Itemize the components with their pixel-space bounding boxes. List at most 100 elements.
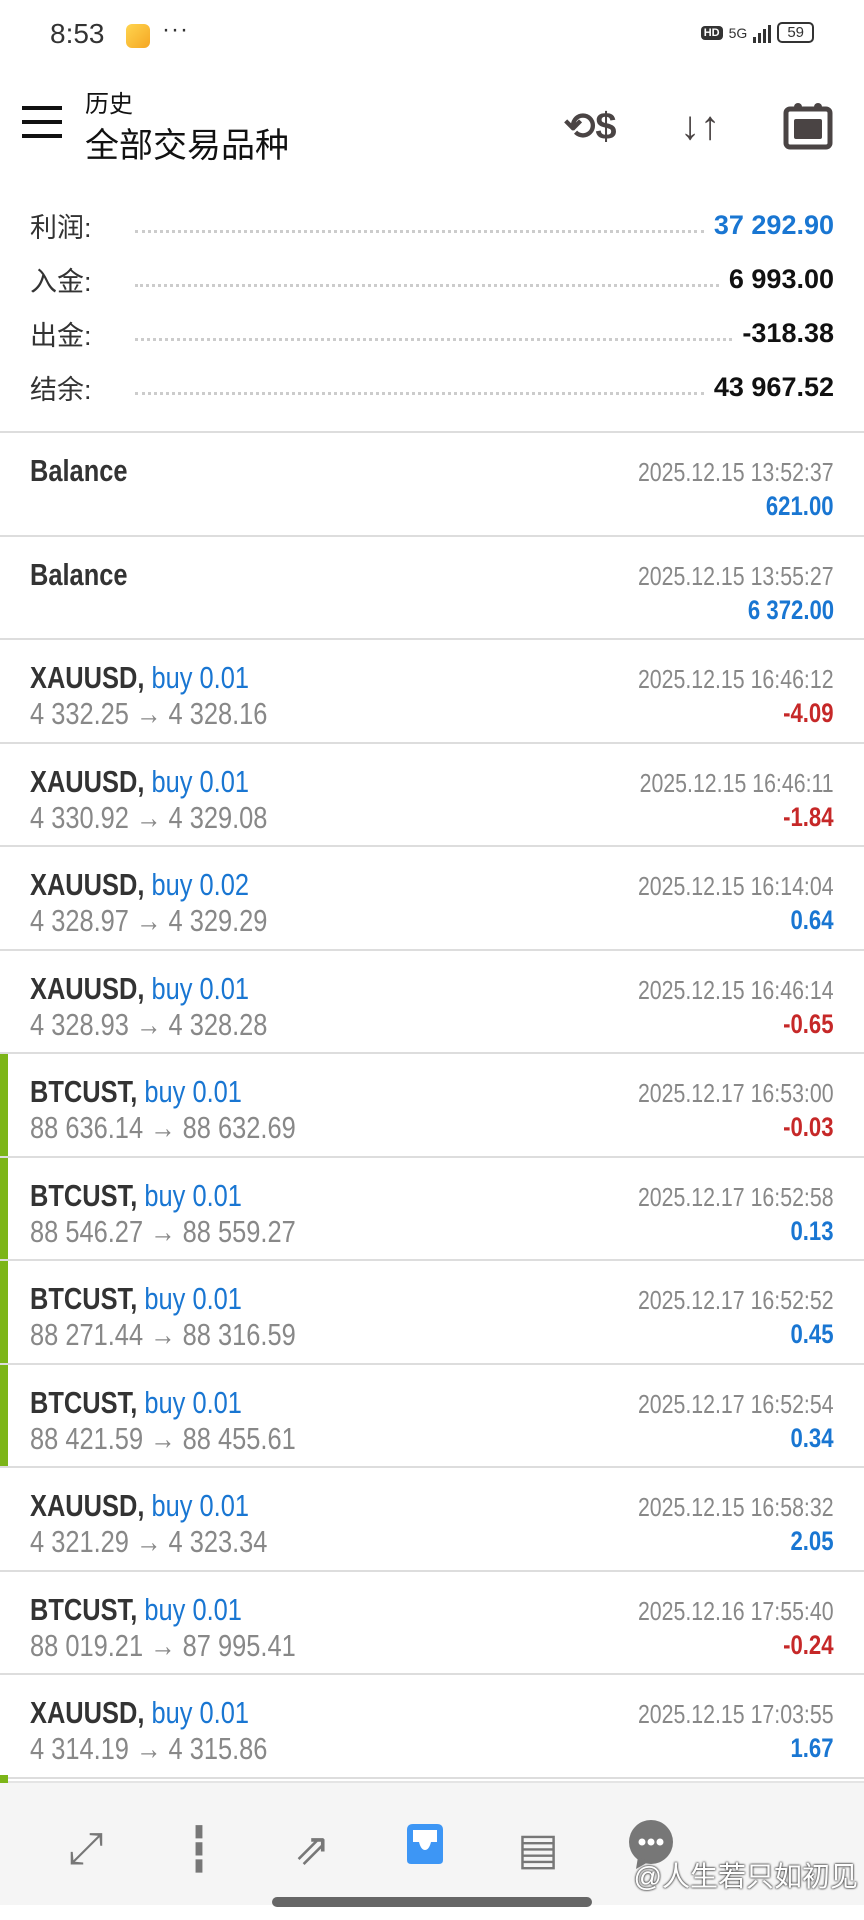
deal-time: 2025.12.15 17:03:55 [638,1699,834,1729]
deal-time: 2025.12.17 16:52:54 [638,1388,834,1419]
deal-row[interactable]: XAUUSD, buy 0.01 4 332.25 → 4 328.16 202… [0,640,864,744]
page-subtitle: 历史 [85,91,133,118]
clock: 8:53 [50,18,105,49]
nav-news[interactable]: ▤ [506,1817,570,1881]
watermark: @人生若只如初见 [633,1861,858,1892]
deal-profit: 0.34 [790,1422,834,1453]
nav-messages[interactable] [619,1817,683,1881]
deal-time: 2025.12.17 16:53:00 [638,1078,834,1108]
deal-profit: -0.24 [783,1629,834,1660]
deal-symbol: XAUUSD, [30,660,145,695]
deal-symbol: XAUUSD, [30,867,145,902]
deal-profit: 6 372.00 [747,594,834,625]
deal-time: 2025.12.15 13:55:27 [638,560,834,591]
calendar-icon[interactable] [782,100,834,152]
deal-time: 2025.12.15 16:14:04 [638,871,834,901]
deal-row[interactable]: BTCUST, buy 0.01 88 019.21 → 87 995.41 2… [0,1572,864,1675]
deal-symbol: BTCUST, [30,1384,138,1420]
deal-symbol: XAUUSD, [30,970,145,1006]
page-title[interactable]: 全部交易品种 [85,127,289,165]
network-type: 5G [728,24,748,41]
dotted-leader [135,391,704,395]
deal-time: 2025.12.17 16:52:52 [638,1285,834,1315]
signal-icon [753,23,772,43]
deal-row[interactable]: BTCUST, buy 0.01 88 546.27 → 88 559.27 2… [0,1157,864,1261]
deal-prices: 4 321.29 → 4 323.34 [30,1524,268,1559]
deal-row[interactable]: Balance 2025.12.15 13:55:27 6 372.00 [0,537,864,640]
deal-side: buy 0.01 [144,1074,242,1109]
deal-row[interactable]: XAUUSD, buy 0.01 4 321.29 → 4 323.34 202… [0,1468,864,1572]
quotes-icon: ⤢ [68,1824,104,1873]
summary-label: 入金: [30,266,92,297]
deal-symbol: BTCUST, [30,1281,138,1316]
summary-row: 入金: 6 993.00 [0,252,864,306]
nav-history[interactable] [393,1817,457,1881]
deal-prices: 88 636.14 → 88 632.69 [30,1110,296,1145]
deal-time: 2025.12.15 13:52:37 [638,457,834,487]
deal-side: buy 0.01 [144,1177,242,1213]
summary-label: 利润: [30,212,92,243]
deal-time: 2025.12.17 16:52:58 [638,1181,834,1212]
deal-prices: 4 314.19 → 4 315.86 [30,1731,268,1766]
deal-symbol: Balance [30,556,128,592]
summary-label: 出金: [30,320,92,351]
deal-side: buy 0.01 [144,1384,242,1420]
deal-prices: 88 546.27 → 88 559.27 [30,1213,296,1249]
deal-row[interactable]: XAUUSD, buy 0.01 4 328.93 → 4 328.28 202… [0,951,864,1054]
summary-value: 37 292.90 [713,209,834,240]
status-bar: 8:53 ··· HD 5G 59 [0,0,864,70]
deal-profit: -1.84 [783,801,834,832]
deal-row[interactable]: XAUUSD, buy 0.01 4 314.19 → 4 315.86 202… [0,1675,864,1779]
dotted-leader [135,283,719,287]
bottom-nav: ⤢ ┇ ⇗ ▤ [0,1775,864,1905]
deal-side: buy 0.01 [151,660,250,695]
deal-side: buy 0.01 [151,763,250,799]
chart-icon: ┇ [185,1824,213,1874]
currency-exchange-icon[interactable]: ⟲$ [563,105,617,148]
nav-quotes[interactable]: ⤢ [54,1817,118,1881]
deal-row[interactable]: BTCUST, buy 0.01 88 636.14 → 88 632.69 2… [0,1054,864,1158]
deal-symbol: BTCUST, [30,1074,138,1109]
summary-value: 43 967.52 [713,371,834,402]
deal-symbol: BTCUST, [30,1591,138,1627]
news-icon: ▤ [517,1824,559,1874]
deal-profit: 621.00 [766,491,834,521]
nav-trade[interactable]: ⇗ [280,1817,344,1881]
battery-icon: 59 [777,22,814,43]
deal-profit: 0.45 [790,1319,834,1349]
home-indicator[interactable] [272,1897,592,1907]
deal-row[interactable]: XAUUSD, buy 0.01 4 330.92 → 4 329.08 202… [0,744,864,847]
summary-value: 6 993.00 [728,263,834,294]
deal-prices: 4 330.92 → 4 329.08 [30,799,268,835]
deal-profit: -0.03 [783,1112,834,1142]
deal-prices: 4 328.97 → 4 329.29 [30,903,268,938]
summary-panel: 利润: 37 292.90 入金: 6 993.00 出金: -318.38 结… [0,198,864,414]
deal-row[interactable]: BTCUST, buy 0.01 88 421.59 → 88 455.61 2… [0,1364,864,1468]
deal-time: 2025.12.15 16:46:11 [639,767,834,798]
notification-app-icon [126,24,150,48]
hd-icon: HD [700,25,723,40]
deal-row[interactable]: BTCUST, buy 0.01 88 271.44 → 88 316.59 2… [0,1261,864,1365]
deal-prices: 4 328.93 → 4 328.28 [30,1006,268,1042]
nav-chart[interactable]: ┇ [167,1817,231,1881]
deal-side: buy 0.01 [151,970,250,1006]
deal-side: buy 0.01 [151,1488,250,1523]
deal-profit: 1.67 [790,1733,834,1763]
deal-prices: 4 332.25 → 4 328.16 [30,696,268,731]
deal-prices: 88 421.59 → 88 455.61 [30,1420,296,1456]
summary-label: 结余: [30,374,92,405]
deal-time: 2025.12.15 16:46:12 [638,664,834,694]
dotted-leader [135,229,704,233]
dotted-leader [135,337,733,341]
deal-profit: 0.13 [790,1215,834,1246]
deal-row[interactable]: XAUUSD, buy 0.02 4 328.97 → 4 329.29 202… [0,847,864,951]
deal-row[interactable]: Balance 2025.12.15 13:52:37 621.00 [0,433,864,537]
summary-row: 结余: 43 967.52 [0,360,864,414]
deal-side: buy 0.01 [151,1695,250,1730]
deal-profit: 2.05 [790,1526,834,1556]
sort-icon[interactable]: ↓↑ [680,103,720,148]
app-header: 历史 全部交易品种 ⟲$ ↓↑ [0,70,864,180]
menu-icon[interactable] [22,106,62,138]
deal-time: 2025.12.15 16:46:14 [638,974,834,1005]
deal-list[interactable]: Balance 2025.12.15 13:52:37 621.00 Balan… [0,431,864,1779]
